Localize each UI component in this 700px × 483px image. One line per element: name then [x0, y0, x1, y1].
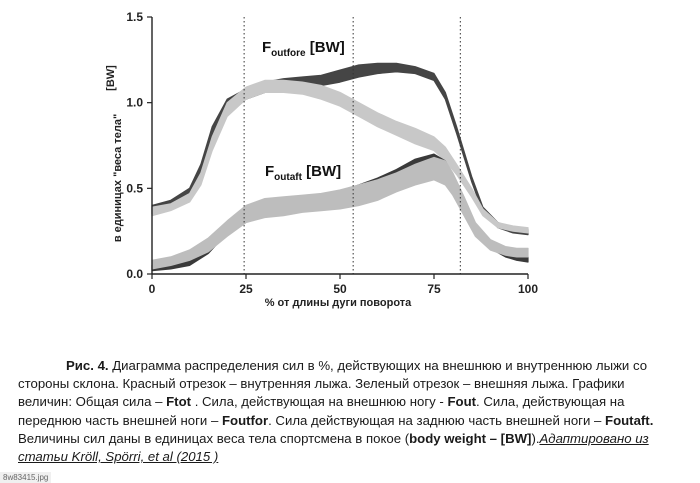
phase-divider-lines: [243, 17, 461, 274]
y-axis-unit: [BW]: [105, 65, 117, 91]
annotation-foutaft: Foutaft [BW]: [265, 163, 341, 183]
caption-text-3: . Сила, действующая на переднюю часть вн…: [18, 394, 625, 428]
term-fout: Fout: [447, 394, 477, 410]
x-tick-label: 100: [518, 282, 538, 296]
y-tick-label: 1.0: [126, 96, 143, 110]
source-link[interactable]: Адаптировано из статьи Kröll, Spörri, et…: [18, 430, 649, 465]
y-axis-title: в единицах "веса тела": [112, 114, 124, 242]
image-filename: 8w83415.jpg: [0, 472, 52, 483]
term-foutaft: Foutaft.: [605, 412, 654, 428]
x-tick-label: 75: [427, 282, 441, 296]
caption-text-6: ).: [531, 430, 540, 446]
caption-text-1: Диаграмма распределения сил в %, действу…: [18, 358, 648, 410]
y-tick-label: 0.5: [126, 181, 143, 195]
y-tick-labels: 0.0 0.5 1.0 1.5: [126, 10, 143, 281]
caption-text-2: . Сила, действующая на внешнюю ногу -: [191, 394, 448, 410]
x-tick-label: 50: [333, 282, 347, 296]
x-tick-label: 25: [239, 282, 253, 296]
caption-text-4: . Сила действующая на заднюю часть внешн…: [268, 412, 606, 428]
data-bands: [151, 62, 529, 272]
x-axis-title: % от длины дуги поворота: [265, 297, 412, 309]
band-outfore-light: [151, 79, 529, 234]
term-body-weight: body weight – [BW]: [409, 430, 532, 446]
y-tick-label: 1.5: [126, 10, 143, 24]
caption-text-5: Величины сил даны в единицах веса тела с…: [18, 430, 410, 446]
x-tick-label: 0: [149, 282, 156, 296]
figure-caption: Рис. 4. Диаграмма распределения сил в %,…: [18, 357, 682, 466]
y-tick-label: 0.0: [126, 267, 143, 281]
force-chart: 0 25 50 75 100 0.0 0.5 1.0 1.5 % от длины дуги …: [105, 10, 539, 309]
figure-label: Рис. 4.: [66, 358, 109, 373]
axes: [147, 16, 529, 279]
term-foutfor: Foutfor: [221, 412, 269, 428]
band-outaft-light: [151, 156, 529, 270]
x-tick-labels: 0 25 50 75 100: [149, 282, 539, 296]
annotation-foutfore: Foutfore [BW]: [262, 39, 345, 59]
term-ftot: Ftot: [166, 394, 192, 410]
